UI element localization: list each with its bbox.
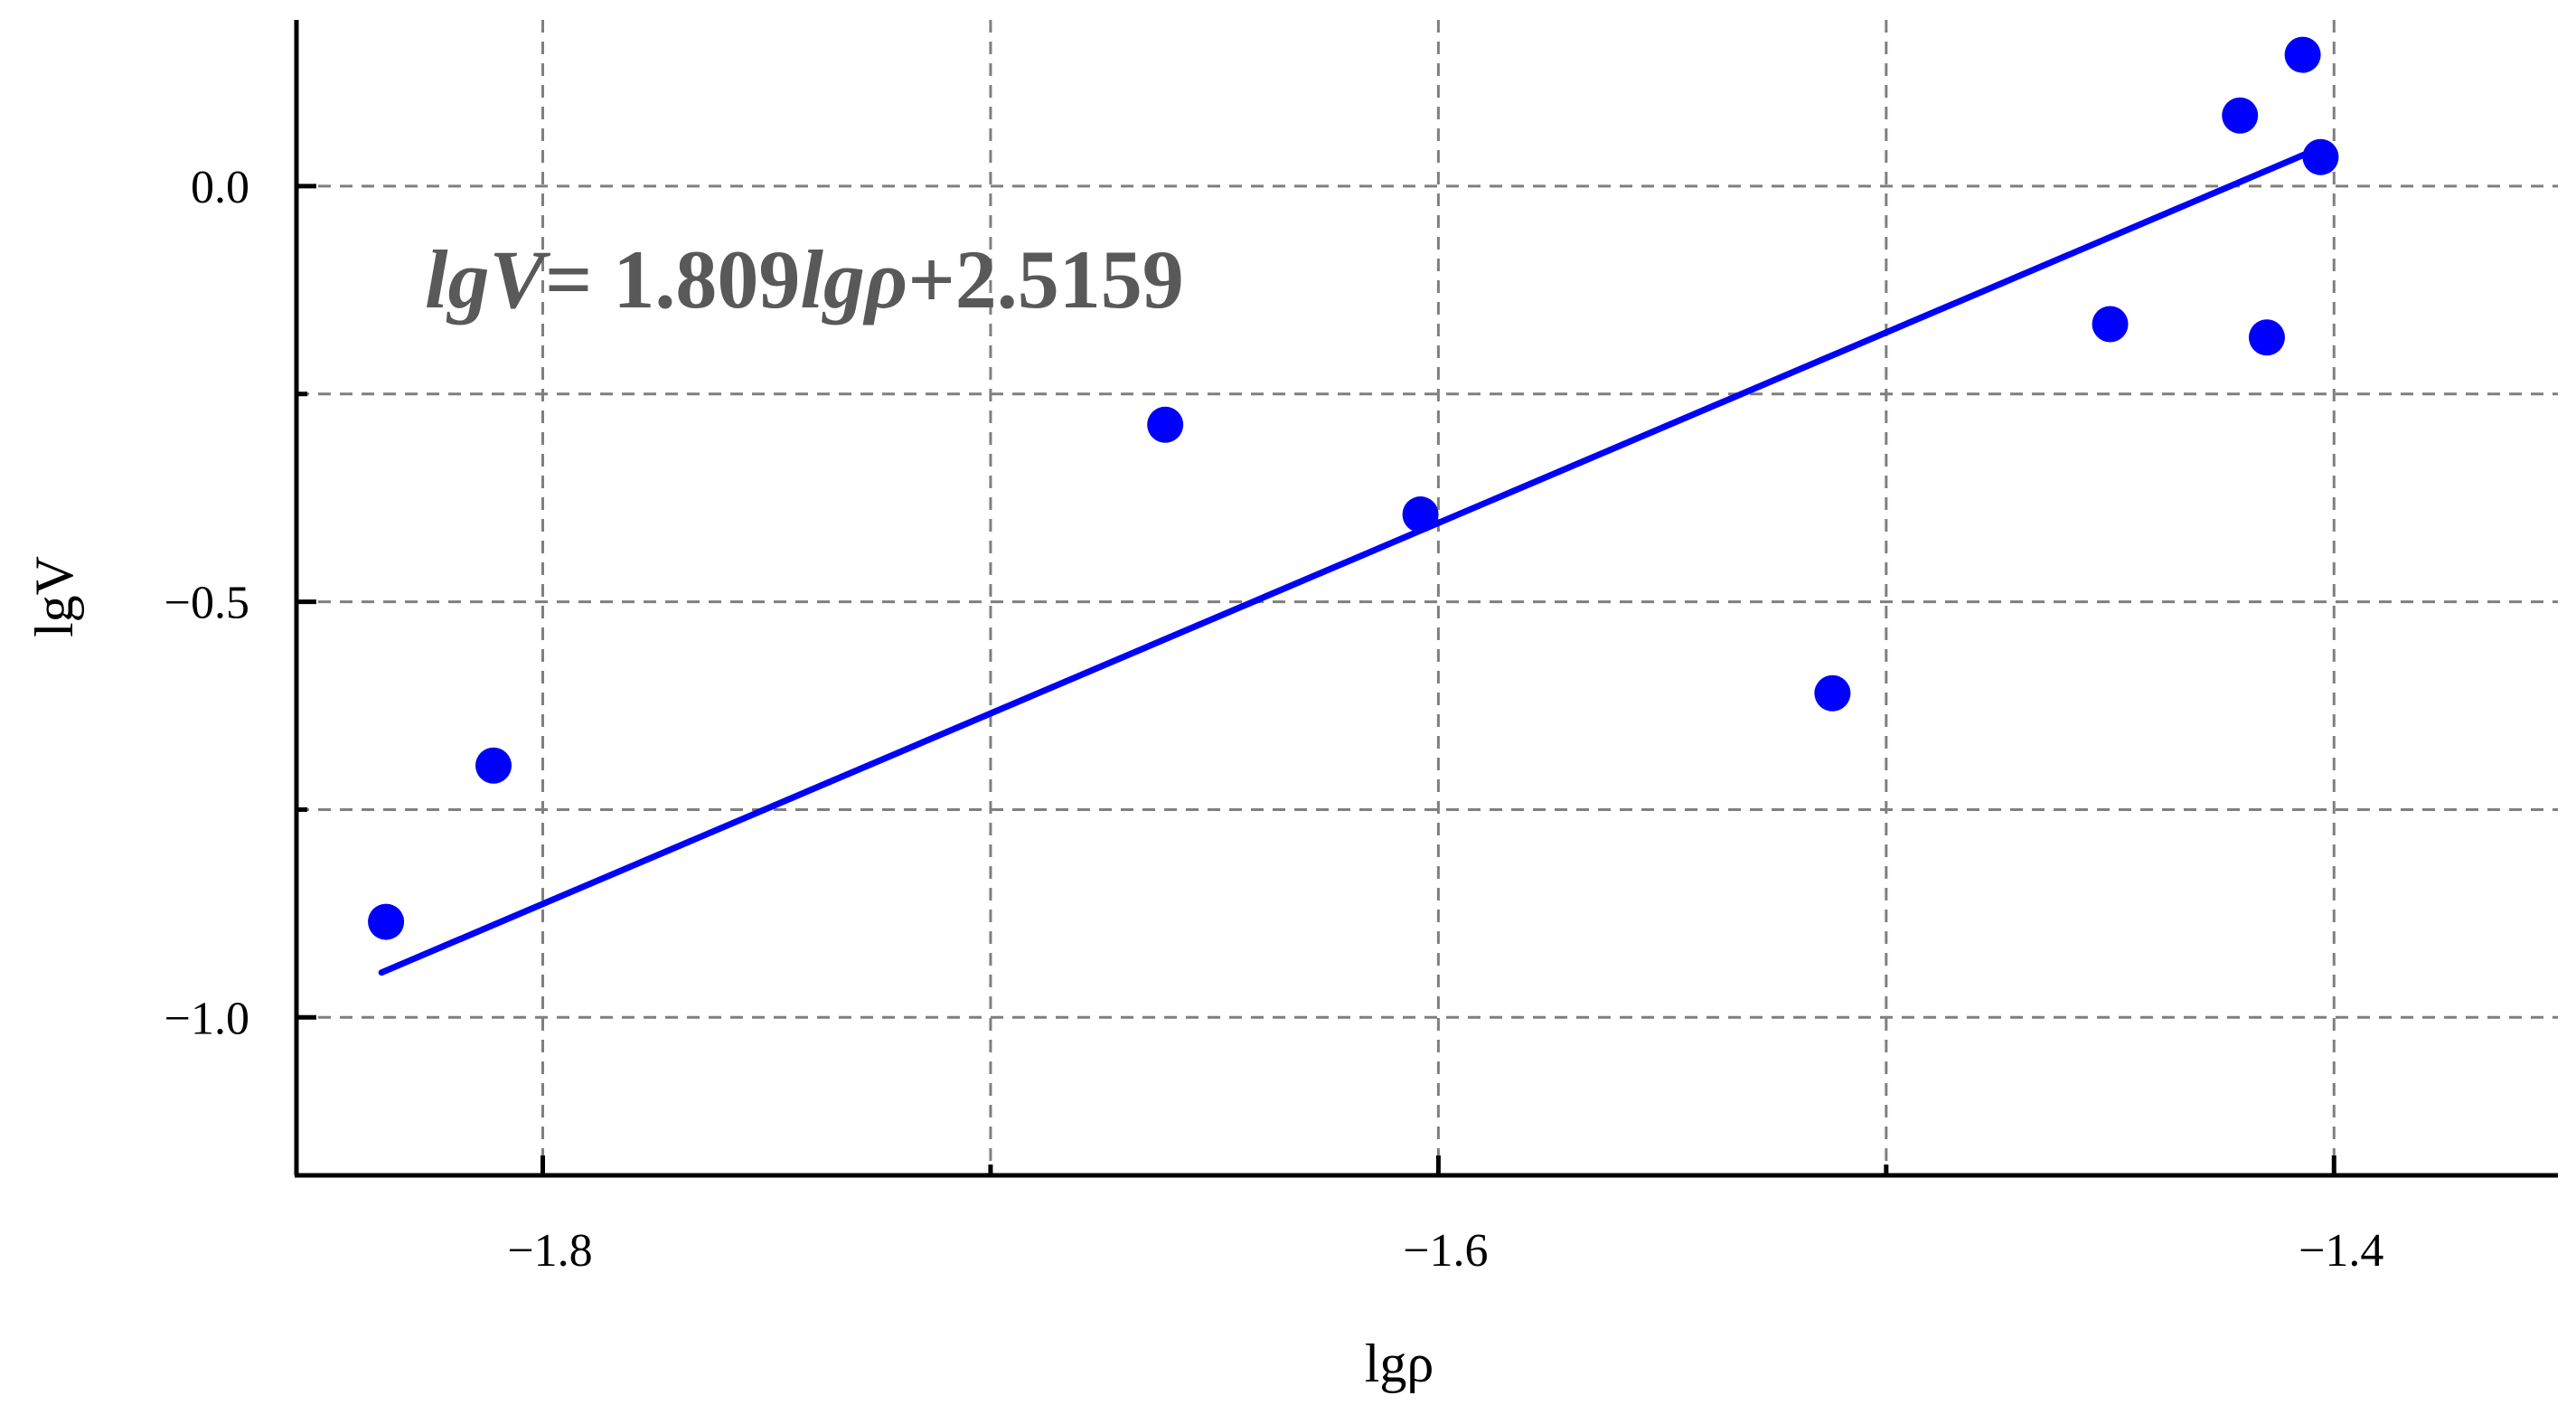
fit-line-group [378, 146, 2319, 976]
data-point [2092, 306, 2129, 343]
y-tick-label: 0.0 [191, 162, 249, 213]
ticks: −1.8 −1.6 −1.4 0.0 −0.5 −1.0 [165, 162, 2384, 1277]
x-axis-title: lgρ [1365, 1334, 1434, 1393]
fit-line [378, 146, 2319, 976]
axes [294, 20, 2558, 1178]
grid [296, 20, 2558, 1175]
data-point [2222, 97, 2259, 134]
equation-part-lgrho: lgρ [800, 233, 907, 325]
y-tick-label: −0.5 [165, 578, 249, 629]
data-point [1814, 674, 1851, 712]
y-axis-title: lgV [24, 556, 84, 637]
data-point [1147, 406, 1184, 443]
equation-part-slope: = 1.809 [545, 233, 800, 325]
data-points [368, 36, 2339, 940]
equation-part-lgv: lgV [425, 233, 551, 325]
y-tick-label: −1.0 [165, 993, 249, 1044]
data-point [475, 747, 512, 784]
data-point [2302, 138, 2339, 175]
data-point [368, 903, 405, 940]
x-tick-label: −1.4 [2299, 1225, 2383, 1277]
data-point [2284, 36, 2321, 73]
regression-equation: lgV= 1.809lgρ+2.5159 [425, 233, 1184, 325]
data-point [1402, 496, 1439, 533]
x-tick-label: −1.8 [507, 1225, 592, 1277]
x-tick-label: −1.6 [1403, 1225, 1488, 1277]
equation-part-intercept: +2.5159 [907, 233, 1183, 325]
data-point [2248, 319, 2285, 356]
